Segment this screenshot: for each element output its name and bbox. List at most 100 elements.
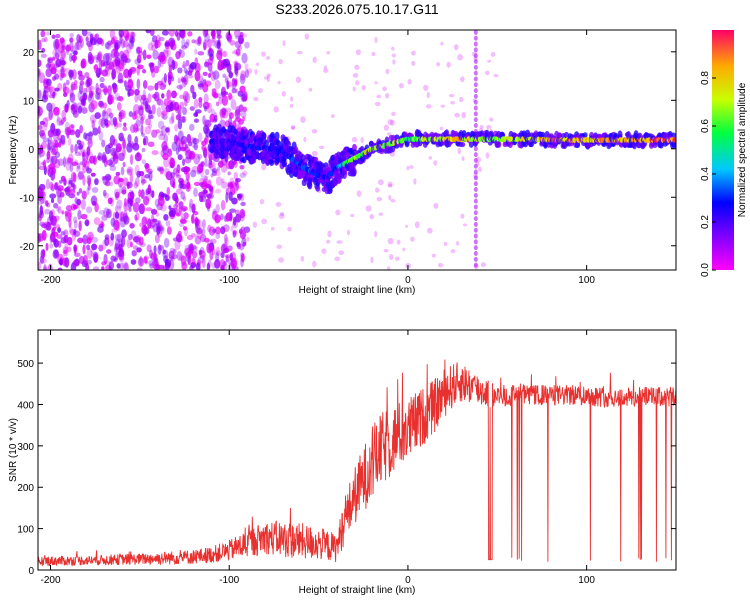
noise-blob — [180, 255, 187, 266]
noise-blob — [383, 124, 389, 131]
noise-blob — [77, 209, 82, 220]
noise-blob — [206, 102, 213, 114]
noise-blob — [234, 40, 242, 49]
noise-blob — [134, 177, 140, 187]
noise-blob — [198, 101, 203, 109]
noise-blob — [136, 247, 142, 253]
streak-blob — [473, 82, 478, 88]
noise-blob — [121, 229, 127, 238]
noise-blob — [160, 77, 167, 88]
noise-blob — [129, 241, 133, 248]
noise-blob — [394, 256, 400, 261]
noise-blob — [127, 79, 134, 89]
noise-blob — [68, 217, 72, 229]
noise-blob — [68, 129, 76, 136]
noise-blob — [55, 33, 61, 39]
noise-blob — [207, 192, 214, 200]
snr-series-line — [38, 359, 676, 567]
noise-blob — [431, 253, 436, 258]
noise-blob — [60, 117, 65, 125]
streak-blob — [473, 47, 478, 53]
noise-blob — [213, 92, 219, 99]
noise-blob — [122, 126, 128, 132]
noise-blob — [413, 178, 417, 185]
snr-xlabel: Height of straight line (km) — [299, 585, 416, 596]
spectrogram-marks — [38, 30, 676, 270]
noise-blob — [196, 229, 203, 240]
noise-blob — [204, 119, 212, 128]
noise-blob — [217, 47, 223, 55]
noise-blob — [138, 50, 144, 56]
noise-blob — [184, 92, 191, 104]
noise-blob — [178, 207, 183, 214]
colorbar-tick-label: 0.6 — [700, 119, 711, 133]
noise-blob — [168, 250, 175, 260]
noise-blob — [175, 212, 181, 217]
noise-blob — [138, 189, 142, 198]
noise-blob — [129, 36, 135, 44]
noise-blob — [59, 72, 67, 78]
noise-blob — [239, 252, 244, 259]
streak-blob — [473, 41, 478, 47]
noise-blob — [86, 206, 93, 214]
noise-blob — [186, 133, 192, 144]
noise-blob — [158, 224, 165, 235]
noise-blob — [151, 68, 156, 79]
noise-blob — [187, 70, 193, 76]
noise-blob — [235, 177, 241, 183]
noise-blob — [44, 85, 51, 90]
ridge-point — [673, 137, 676, 143]
noise-blob — [374, 230, 378, 238]
noise-blob — [92, 251, 99, 263]
noise-blob — [312, 260, 317, 268]
noise-blob — [376, 196, 383, 202]
noise-blob — [102, 88, 109, 93]
noise-blob — [168, 156, 174, 166]
noise-blob — [115, 143, 122, 153]
noise-blob — [60, 231, 66, 236]
noise-blob — [457, 147, 462, 155]
noise-blob — [73, 228, 77, 235]
noise-blob — [228, 94, 234, 101]
noise-blob — [38, 68, 41, 76]
noise-blob — [101, 69, 109, 77]
streak-blob — [473, 192, 478, 198]
noise-blob — [47, 142, 51, 153]
noise-blob — [42, 137, 50, 143]
noise-blob — [157, 167, 164, 172]
noise-blob — [207, 62, 213, 72]
noise-blob — [126, 44, 132, 54]
noise-blob — [39, 205, 44, 216]
noise-blob — [428, 156, 432, 160]
noise-blob — [148, 123, 153, 129]
noise-blob — [210, 238, 217, 244]
noise-blob — [142, 80, 148, 89]
noise-blob — [463, 223, 468, 227]
noise-blob — [54, 52, 60, 60]
noise-blob — [157, 120, 165, 130]
noise-blob — [156, 106, 162, 118]
noise-blob — [234, 66, 239, 75]
noise-blob — [231, 50, 238, 55]
noise-blob — [240, 111, 247, 118]
noise-blob — [38, 59, 42, 68]
noise-blob — [84, 220, 90, 226]
noise-blob — [197, 51, 205, 56]
noise-blob — [326, 239, 331, 244]
noise-blob — [156, 34, 161, 44]
noise-blob — [228, 110, 232, 118]
noise-blob — [162, 48, 170, 54]
noise-blob — [214, 258, 221, 269]
noise-blob — [116, 102, 122, 111]
noise-blob — [204, 126, 211, 138]
noise-blob — [225, 31, 232, 41]
noise-blob — [55, 128, 61, 136]
noise-blob — [87, 138, 93, 148]
noise-blob — [221, 164, 228, 173]
noise-blob — [193, 142, 199, 151]
noise-blob — [226, 80, 230, 90]
noise-blob — [38, 147, 42, 155]
noise-blob — [165, 127, 170, 133]
noise-blob — [212, 228, 217, 234]
noise-blob — [334, 256, 341, 262]
